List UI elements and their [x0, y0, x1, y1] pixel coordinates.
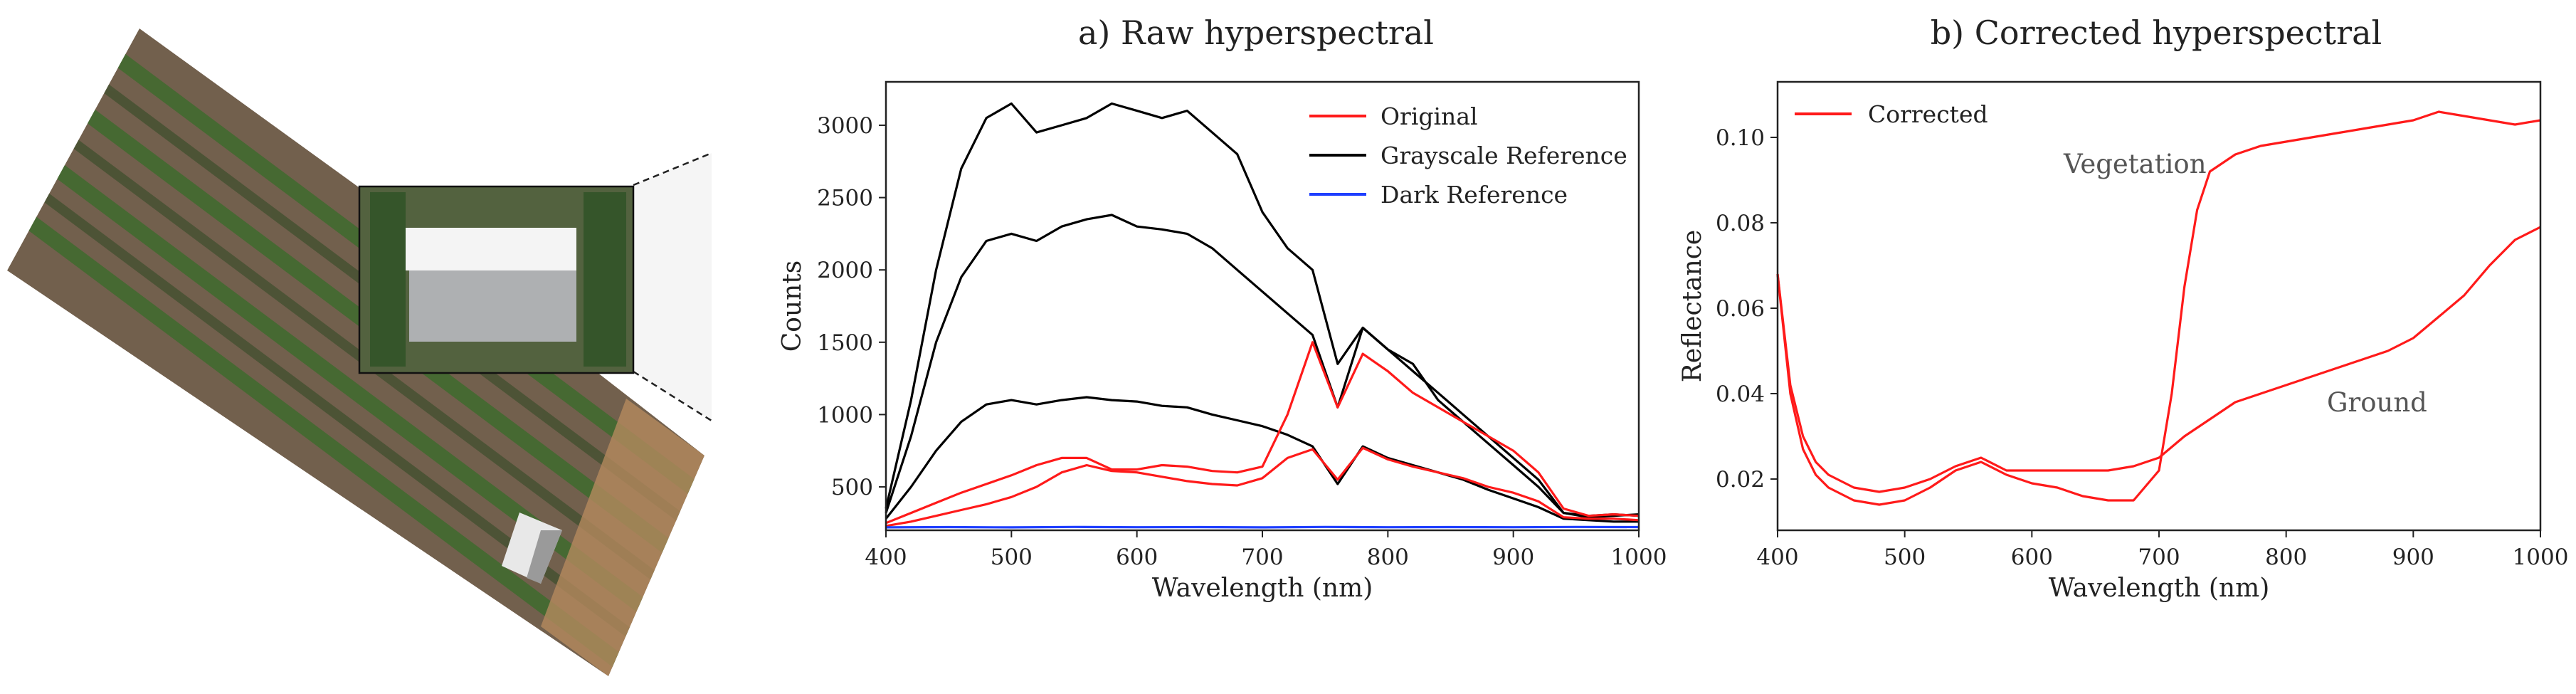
chart-b-ticks: 400 500 600 700 800 900 1000 0.02 0.04 0.06 0.08 0.… [1716, 125, 2568, 570]
chart-a-plot-area [885, 102, 1640, 529]
ground-annotation: Ground [2327, 387, 2427, 418]
y-tick-label: 2000 [817, 258, 873, 283]
x-tick-label: 900 [2392, 545, 2434, 570]
y-tick-label: 1500 [817, 330, 873, 356]
x-tick-label: 400 [1756, 545, 1798, 570]
chart-b-xlabel: Wavelength (nm) [2049, 574, 2270, 603]
chart-a-legend: Original Grayscale Reference Dark Refere… [1309, 102, 1627, 209]
chart-a-series-original-4 [885, 446, 1640, 527]
raw-hyperspectral-chart: a) Raw hyperspectral 400 500 600 700 800 900 1… [778, 14, 1667, 603]
x-tick-label: 1000 [1611, 545, 1667, 570]
y-tick-label: 500 [831, 475, 873, 500]
chart-b-title: b) Corrected hyperspectral [1931, 14, 2382, 52]
chart-a-series-original-3 [885, 341, 1640, 525]
chart-b-legend: Corrected [1795, 100, 1988, 128]
y-tick-label: 0.08 [1716, 211, 1765, 236]
chart-b-series-ground-1 [1776, 226, 2541, 493]
x-tick-label: 400 [865, 545, 907, 570]
y-tick-label: 0.10 [1716, 125, 1765, 151]
x-tick-label: 500 [991, 545, 1033, 570]
chart-a-ticks: 400 500 600 700 800 900 1000 500 1000 1500 2000 250… [817, 113, 1667, 570]
chart-a-xlabel: Wavelength (nm) [1152, 574, 1373, 603]
chart-a-series-grayscale-1 [885, 214, 1640, 517]
y-tick-label: 2500 [817, 186, 873, 211]
legend-dark-label: Dark Reference [1381, 181, 1568, 209]
y-tick-label: 0.02 [1716, 467, 1765, 493]
aerial-field-photo [7, 28, 712, 676]
inset-zoom-image [358, 185, 635, 374]
y-tick-label: 0.04 [1716, 382, 1765, 407]
x-tick-label: 700 [1241, 545, 1283, 570]
chart-b-frame [1776, 80, 2542, 532]
chart-b-plot-area [1776, 110, 2541, 506]
legend-corrected-label: Corrected [1868, 100, 1988, 128]
y-tick-label: 3000 [817, 113, 873, 139]
chart-a-ylabel: Counts [778, 261, 807, 352]
x-tick-label: 800 [1367, 545, 1409, 570]
x-tick-label: 1000 [2513, 545, 2569, 570]
x-tick-label: 600 [2011, 545, 2053, 570]
chart-a-series-grayscale-0 [885, 102, 1640, 519]
x-tick-label: 600 [1116, 545, 1158, 570]
aerial-field-image [7, 28, 704, 676]
legend-original-label: Original [1381, 102, 1478, 130]
chart-a-title: a) Raw hyperspectral [1078, 14, 1434, 52]
vegetation-annotation: Vegetation [2063, 149, 2207, 179]
legend-grayscale-label: Grayscale Reference [1381, 142, 1627, 169]
chart-b-series-vegetation-0 [1776, 110, 2541, 506]
x-tick-label: 700 [2138, 545, 2180, 570]
x-tick-label: 900 [1492, 545, 1534, 570]
x-tick-label: 500 [1884, 545, 1926, 570]
chart-a-series-grayscale-2 [885, 396, 1639, 523]
y-tick-label: 1000 [817, 402, 873, 428]
x-tick-label: 800 [2265, 545, 2307, 570]
y-tick-label: 0.06 [1716, 296, 1765, 322]
